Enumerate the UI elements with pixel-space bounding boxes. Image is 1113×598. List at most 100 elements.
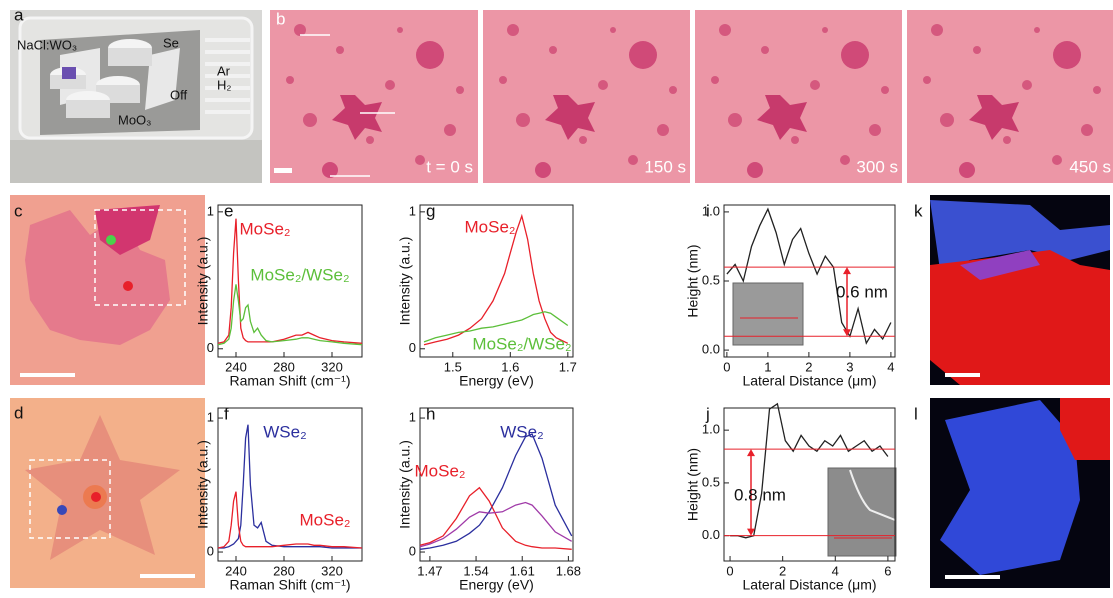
image-shape (94, 209, 186, 306)
image-shape (300, 34, 395, 177)
image-shape (205, 74, 250, 78)
annotation: 0.6 nm (836, 282, 888, 301)
image-shape (695, 10, 902, 183)
x-tick-label: 1 (764, 359, 771, 374)
plot-frame (217, 204, 363, 358)
x-axis-label: Raman Shift (cm⁻¹) (230, 577, 351, 593)
x-tick-label: 4 (832, 563, 839, 578)
image-shape (483, 10, 690, 183)
plot-frame (217, 407, 363, 562)
x-tick-label: 6 (884, 563, 891, 578)
series-label: MoSe₂ (299, 510, 350, 529)
image-shape (62, 67, 76, 79)
y-axis-label: Intensity (a.u.) (397, 440, 413, 529)
y-tick-label: 1 (409, 203, 416, 218)
label: t = 0 s (426, 157, 473, 176)
y-tick-label: 0 (207, 543, 214, 558)
image-shape (907, 10, 1113, 183)
image-shape (945, 373, 980, 377)
image-shape (205, 38, 250, 114)
y-axis-label: Height (nm) (685, 244, 701, 317)
x-tick-label: 240 (225, 563, 247, 578)
x-tick-label: 1.54 (463, 563, 488, 578)
x-tick-label: 2 (805, 359, 812, 374)
image-shape (91, 492, 101, 502)
plot-frame (419, 204, 574, 358)
label: b (276, 9, 285, 28)
y-tick-label: 1.0 (702, 422, 720, 437)
label: NaCl:WO₃ (17, 37, 77, 52)
y-tick-label: 0 (207, 340, 214, 355)
series-label: MoSe₂ (464, 217, 515, 236)
x-tick-label: 320 (321, 359, 343, 374)
image-shape (205, 38, 250, 42)
label: Se (163, 35, 179, 50)
y-tick-label: 0.5 (702, 272, 720, 287)
image-shape (695, 10, 902, 183)
y-tick-label: 0 (409, 340, 416, 355)
annotation: 0.8 nm (734, 485, 786, 504)
image-shape (270, 10, 478, 183)
y-tick-label: 1.0 (702, 203, 720, 218)
image-shape (123, 281, 133, 291)
image-shape (205, 50, 250, 54)
x-axis-label: Energy (eV) (459, 373, 534, 389)
x-tick-label: 1.47 (417, 563, 442, 578)
data-line (419, 433, 573, 550)
image-shape (270, 10, 478, 183)
y-axis-label: Intensity (a.u.) (195, 237, 211, 326)
image-shape (205, 86, 250, 90)
image-shape (849, 469, 896, 521)
data-line (419, 501, 573, 548)
x-tick-label: 0 (726, 563, 733, 578)
image-shape (145, 48, 180, 110)
x-axis-label: Lateral Distance (μm) (742, 577, 876, 593)
x-tick-label: 3 (846, 359, 853, 374)
y-tick-label: 0.0 (702, 527, 720, 542)
image-shape (732, 282, 804, 346)
image-shape (29, 459, 111, 539)
arrow-head (843, 329, 851, 337)
image-shape (10, 140, 262, 183)
image-shape (108, 48, 152, 66)
x-tick-label: 1.68 (556, 563, 581, 578)
label: c (14, 201, 23, 220)
data-line (423, 311, 569, 343)
data-line (217, 218, 363, 344)
image-shape (50, 75, 86, 89)
y-tick-label: 1 (207, 409, 214, 424)
image-shape (930, 250, 1110, 385)
y-axis-label: Intensity (a.u.) (397, 237, 413, 326)
x-axis-label: Energy (eV) (459, 577, 534, 593)
arrow-head (843, 267, 851, 275)
image-shape (827, 467, 897, 557)
label: Ar (217, 63, 231, 78)
image-shape (25, 415, 180, 560)
data-line (423, 213, 569, 346)
y-tick-label: 0.5 (702, 474, 720, 489)
y-tick-label: 0 (409, 543, 416, 558)
label: h (426, 404, 435, 423)
image-shape (930, 200, 1110, 270)
x-tick-label: 2 (779, 563, 786, 578)
x-tick-label: 0 (723, 359, 730, 374)
series-label: MoSe₂ (239, 219, 290, 238)
x-tick-label: 280 (273, 563, 295, 578)
series-label: MoSe₂ (414, 461, 465, 480)
image-shape (205, 98, 250, 102)
label: MoO₃ (118, 112, 151, 127)
data-line (218, 424, 362, 549)
image-shape (66, 100, 110, 118)
label: f (224, 404, 229, 423)
series-label: MoSe₂/WSe₂ (250, 265, 349, 284)
y-tick-label: 0.0 (702, 342, 720, 357)
y-tick-label: 1 (409, 409, 416, 424)
x-tick-label: 1.61 (510, 563, 535, 578)
label: i (706, 201, 710, 220)
x-tick-label: 320 (321, 563, 343, 578)
label: k (914, 201, 923, 220)
data-line (730, 402, 889, 539)
series-label: WSe₂ (500, 422, 543, 441)
plot-frame (419, 407, 574, 562)
arrow-head (747, 528, 755, 536)
